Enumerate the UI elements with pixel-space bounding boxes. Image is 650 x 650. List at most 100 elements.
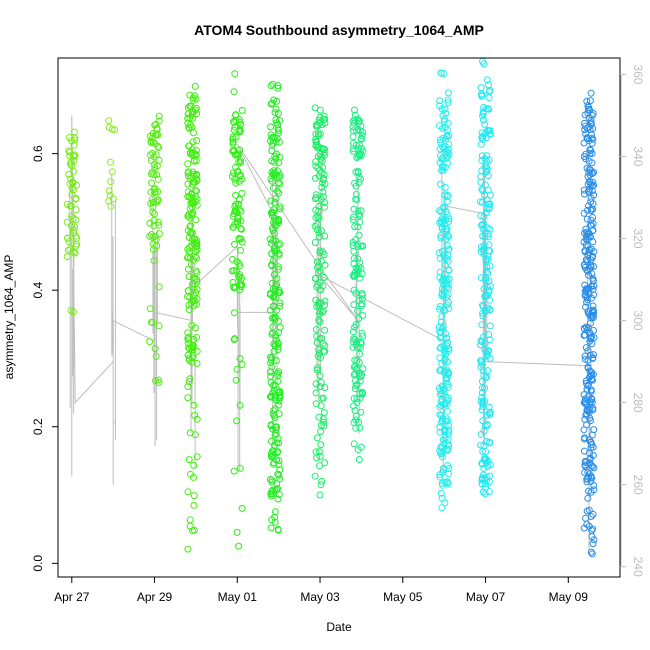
data-point — [442, 350, 450, 358]
data-point — [184, 545, 192, 553]
data-point — [477, 441, 485, 449]
data-point — [350, 338, 358, 346]
data-point — [232, 191, 240, 199]
data-point — [321, 297, 329, 305]
data-point — [146, 305, 154, 313]
data-point — [190, 129, 198, 137]
data-point — [274, 470, 282, 478]
data-point — [266, 289, 274, 297]
data-point — [585, 271, 592, 279]
data-point — [483, 476, 490, 484]
data-point — [276, 153, 284, 161]
data-point — [184, 488, 192, 496]
data-point — [358, 329, 366, 337]
data-point — [587, 387, 595, 395]
data-point — [312, 206, 320, 214]
data-point — [235, 235, 243, 243]
data-point — [276, 205, 284, 213]
data-point — [73, 234, 81, 242]
data-point — [273, 97, 281, 105]
data-point — [445, 421, 453, 429]
data-point — [268, 363, 276, 371]
data-point — [477, 84, 485, 92]
data-point — [193, 246, 201, 253]
data-point — [237, 246, 244, 254]
data-point — [358, 135, 365, 143]
data-point — [481, 456, 489, 463]
data-point — [274, 377, 282, 385]
data-point — [188, 321, 196, 329]
data-point — [436, 122, 443, 130]
data-point — [436, 471, 444, 479]
data-point — [353, 338, 361, 346]
data-point — [274, 495, 282, 503]
data-point — [444, 96, 452, 104]
data-point — [357, 264, 365, 272]
data-point — [351, 370, 359, 378]
data-point — [352, 412, 360, 420]
data-point — [480, 60, 488, 68]
data-point — [275, 397, 283, 405]
data-point — [151, 185, 159, 193]
data-point — [312, 389, 320, 397]
data-point — [350, 440, 358, 448]
data-point — [484, 252, 492, 260]
data-point — [152, 377, 159, 385]
data-point — [274, 263, 282, 271]
data-point — [272, 105, 280, 113]
data-point — [193, 137, 201, 144]
data-point — [316, 372, 324, 380]
data-point — [267, 197, 275, 205]
data-point — [63, 218, 71, 226]
data-point — [436, 428, 444, 436]
y2-tick-label: 240 — [631, 557, 645, 577]
data-point — [71, 249, 79, 257]
data-point — [230, 88, 238, 96]
data-point — [587, 207, 595, 215]
data-point — [580, 331, 588, 339]
data-point — [184, 245, 192, 253]
data-point — [350, 205, 358, 213]
data-point — [267, 353, 275, 361]
data-point — [359, 312, 367, 319]
data-point — [150, 153, 158, 161]
data-point — [436, 447, 444, 455]
data-point — [193, 453, 201, 461]
data-point — [477, 212, 485, 220]
data-point — [321, 198, 328, 206]
data-point — [436, 219, 444, 227]
data-point — [582, 323, 590, 331]
data-point — [184, 188, 192, 196]
data-point — [480, 250, 488, 258]
data-point — [63, 253, 71, 261]
data-point — [66, 160, 74, 168]
data-point — [478, 134, 486, 142]
data-point — [444, 191, 452, 199]
data-point — [479, 384, 486, 392]
data-point — [352, 289, 360, 297]
data-point — [273, 187, 281, 195]
data-point — [477, 430, 485, 438]
data-point — [267, 123, 275, 131]
data-point — [274, 82, 282, 90]
data-point — [193, 187, 201, 195]
data-point — [437, 387, 445, 394]
data-point — [64, 234, 72, 242]
data-point — [587, 89, 595, 97]
data-point — [438, 313, 446, 321]
data-point — [583, 478, 591, 486]
data-point — [236, 355, 244, 362]
data-point — [586, 455, 594, 463]
data-point — [437, 139, 445, 147]
data-point — [151, 210, 158, 218]
data-point — [275, 401, 282, 409]
data-point — [267, 393, 275, 401]
data-point — [581, 325, 588, 333]
data-point — [316, 383, 324, 391]
data-point — [313, 364, 321, 372]
data-point — [353, 127, 361, 135]
data-point — [318, 395, 326, 403]
data-point — [232, 179, 240, 187]
data-point — [230, 309, 238, 317]
data-point — [70, 167, 77, 175]
